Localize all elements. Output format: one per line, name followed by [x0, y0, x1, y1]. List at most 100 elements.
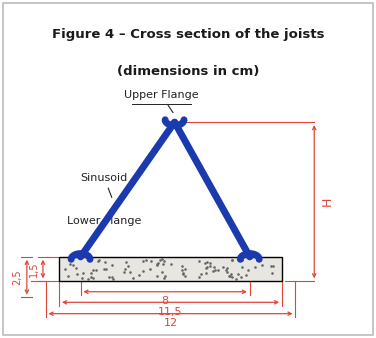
Point: [203, 265, 209, 270]
Point: [197, 274, 203, 280]
Point: [196, 258, 202, 264]
Point: [252, 265, 258, 270]
Point: [90, 268, 96, 273]
Point: [180, 271, 186, 276]
Point: [268, 263, 274, 269]
Point: [202, 260, 208, 265]
Point: [140, 258, 146, 263]
Point: [65, 273, 71, 279]
Point: [101, 266, 107, 272]
Point: [148, 258, 154, 263]
Point: [210, 269, 216, 274]
Point: [123, 260, 129, 265]
Point: [179, 267, 185, 273]
Point: [207, 261, 213, 266]
Point: [88, 270, 94, 275]
Point: [162, 273, 168, 279]
Point: [207, 264, 213, 269]
Point: [122, 267, 128, 272]
Text: Lower Flange: Lower Flange: [67, 216, 141, 253]
Point: [168, 261, 174, 267]
Point: [203, 271, 209, 276]
Point: [109, 274, 115, 280]
Point: [239, 265, 245, 270]
Point: [229, 258, 235, 263]
Text: 11,5: 11,5: [158, 307, 183, 317]
Point: [228, 271, 234, 276]
Bar: [59, 257, 282, 281]
Point: [238, 274, 244, 280]
Point: [140, 268, 146, 273]
Point: [239, 258, 245, 263]
Text: 2,5: 2,5: [12, 269, 23, 285]
Point: [179, 263, 185, 268]
Point: [224, 265, 230, 271]
Point: [182, 274, 188, 279]
Point: [159, 256, 165, 262]
Point: [211, 265, 217, 270]
Text: Sinusoid: Sinusoid: [80, 173, 128, 197]
Point: [102, 259, 108, 264]
Text: (dimensions in cm): (dimensions in cm): [117, 66, 259, 78]
Point: [259, 262, 265, 268]
Point: [154, 261, 160, 266]
Text: 12: 12: [164, 318, 177, 328]
Point: [154, 273, 160, 279]
Point: [67, 262, 73, 267]
Point: [223, 267, 229, 273]
Point: [143, 257, 149, 262]
Point: [215, 268, 221, 273]
Point: [226, 273, 232, 279]
Point: [229, 257, 235, 263]
Point: [157, 257, 163, 262]
Point: [212, 267, 218, 272]
Point: [199, 271, 205, 276]
Point: [88, 274, 94, 280]
Point: [229, 275, 235, 280]
Point: [244, 272, 250, 277]
Point: [127, 269, 133, 275]
Text: H: H: [321, 197, 334, 207]
Point: [233, 276, 239, 282]
Point: [220, 265, 226, 270]
Point: [159, 270, 165, 275]
Point: [204, 260, 210, 265]
Point: [109, 262, 115, 267]
Point: [161, 276, 167, 281]
Point: [155, 262, 161, 268]
Text: 1,5: 1,5: [29, 261, 39, 277]
Point: [79, 276, 85, 281]
Point: [126, 263, 132, 268]
Point: [80, 270, 86, 276]
Point: [227, 273, 233, 279]
Point: [130, 275, 136, 280]
Point: [62, 267, 68, 272]
Point: [95, 258, 101, 264]
Point: [111, 276, 117, 281]
Point: [93, 268, 99, 273]
Point: [85, 276, 91, 282]
Point: [136, 272, 142, 278]
Point: [96, 258, 102, 263]
Point: [244, 267, 250, 273]
Point: [106, 274, 112, 280]
Point: [161, 258, 167, 264]
Point: [73, 265, 79, 271]
Point: [161, 261, 167, 266]
Point: [103, 267, 109, 272]
Point: [90, 275, 96, 280]
Text: Figure 4 – Cross section of the joists: Figure 4 – Cross section of the joists: [52, 28, 324, 41]
Point: [74, 271, 80, 276]
Point: [180, 270, 186, 275]
Point: [182, 266, 188, 271]
Point: [237, 257, 243, 262]
Point: [270, 264, 276, 269]
Text: 8: 8: [162, 296, 169, 306]
Point: [235, 271, 241, 277]
Point: [70, 262, 76, 267]
Point: [204, 265, 210, 270]
Point: [224, 269, 230, 274]
Point: [121, 269, 127, 274]
Point: [269, 270, 275, 276]
Point: [155, 261, 161, 266]
